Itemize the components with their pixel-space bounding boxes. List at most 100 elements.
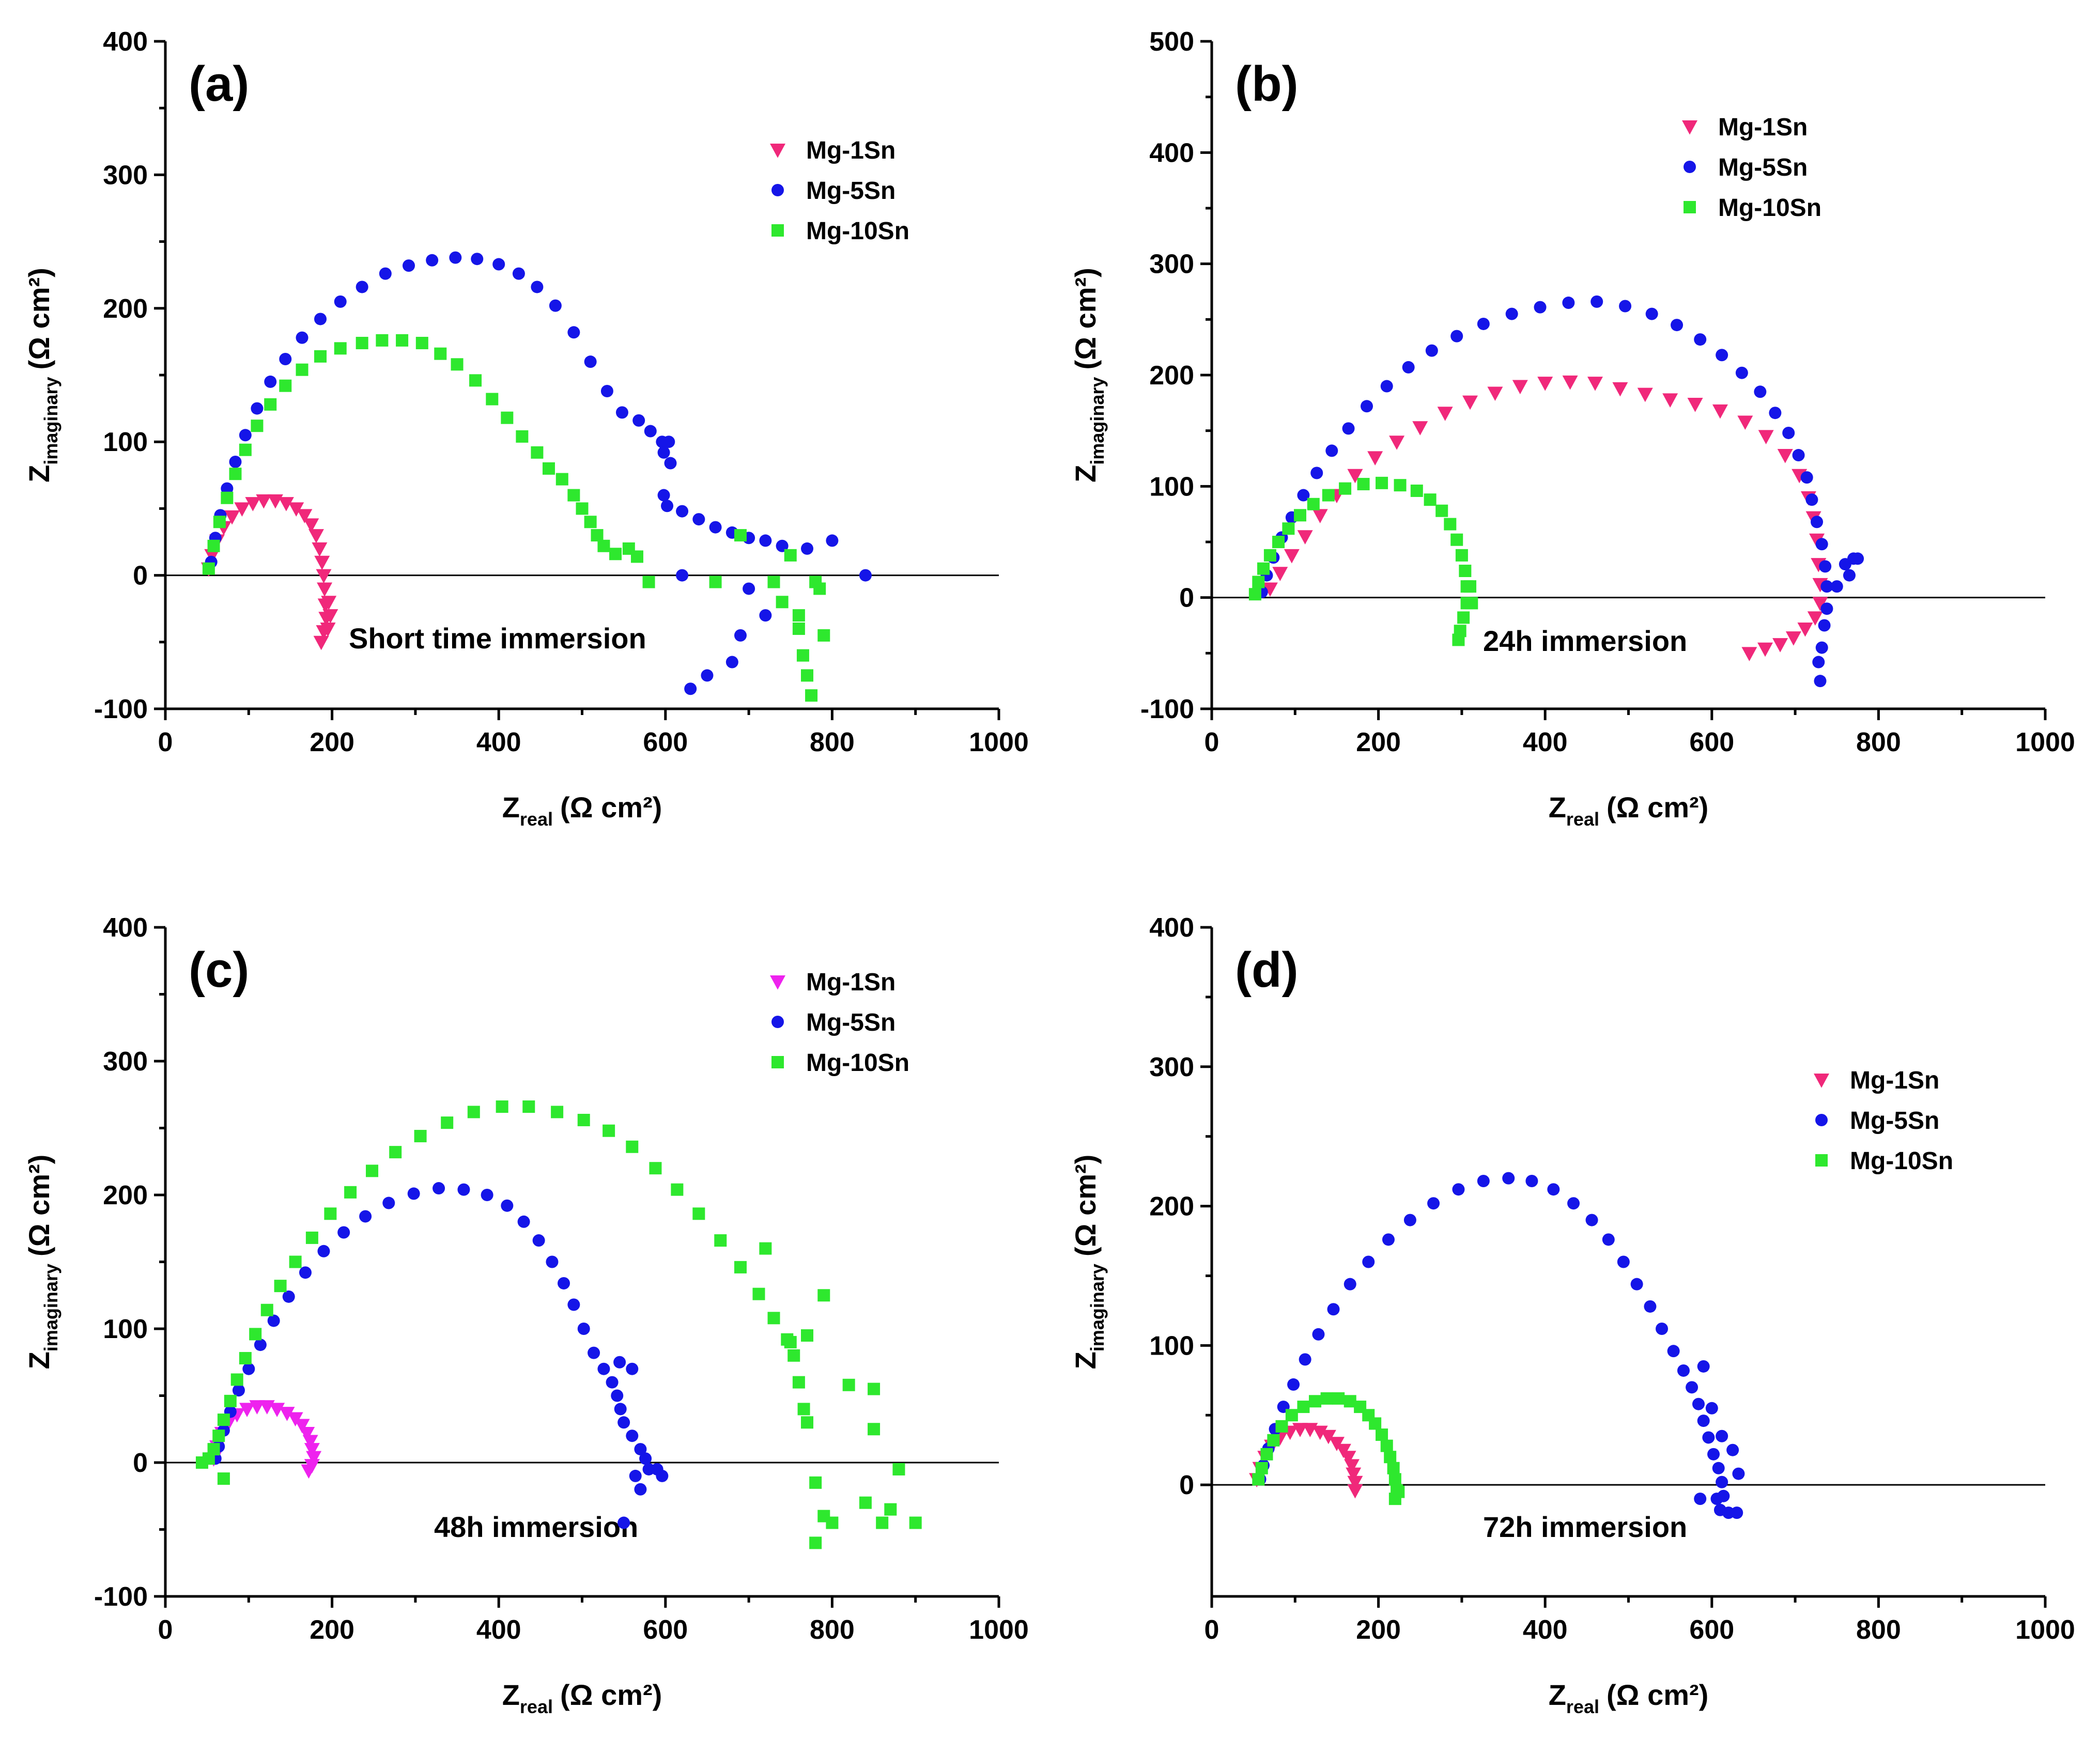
legend-marker (1684, 201, 1696, 213)
data-point (1309, 1395, 1322, 1408)
data-point (492, 258, 505, 271)
y-axis-title: Zimaginary (Ω cm²) (23, 268, 61, 483)
legend-marker (1814, 1074, 1829, 1088)
data-point (396, 334, 409, 347)
data-point (876, 1516, 889, 1529)
data-point (1263, 549, 1276, 562)
data-point (1425, 344, 1438, 357)
data-point (1505, 307, 1518, 320)
data-point (337, 1226, 350, 1239)
data-point (617, 1516, 630, 1529)
data-point (1394, 479, 1407, 492)
data-point (1630, 1278, 1643, 1291)
data-point (644, 425, 657, 438)
x-tick-label: 1000 (969, 727, 1029, 757)
data-point (1562, 297, 1575, 309)
data-point (792, 622, 805, 635)
legend-marker (771, 1016, 784, 1028)
data-point (1477, 317, 1490, 330)
x-tick-label: 1000 (2015, 1615, 2075, 1645)
data-point (792, 609, 805, 622)
data-point (1818, 619, 1831, 632)
data-point (600, 385, 613, 398)
data-point (1782, 426, 1795, 439)
data-point (1731, 1506, 1743, 1519)
data-point (1820, 580, 1833, 593)
data-point (1427, 1197, 1440, 1210)
data-point (217, 1472, 230, 1485)
data-point (1450, 533, 1463, 546)
data-point (296, 331, 308, 344)
data-point (1712, 1462, 1725, 1474)
data-point (1320, 1392, 1333, 1405)
data-point (1403, 1214, 1416, 1226)
data-point (1843, 569, 1856, 582)
data-point (606, 1376, 619, 1389)
data-point (692, 513, 705, 526)
data-point (1410, 484, 1423, 497)
x-tick-label: 200 (310, 1615, 354, 1645)
data-point (232, 1384, 245, 1397)
x-tick-label: 1000 (2015, 727, 2075, 757)
data-point (242, 1362, 255, 1375)
data-point (1284, 549, 1300, 564)
data-point (734, 629, 747, 642)
legend-marker (771, 1056, 784, 1068)
panel-c: 0 200 400 600 800 1000 -100 0 100 200 300 400 Zreal (… (23, 913, 1029, 1717)
data-point (1716, 349, 1728, 362)
data-point (308, 529, 324, 543)
data-point (302, 1435, 318, 1450)
y-axis-symbol: Z (23, 1351, 55, 1369)
data-point (239, 429, 252, 442)
series-mg-5sn (1255, 295, 1864, 688)
data-point (1735, 366, 1748, 379)
data-point (788, 1349, 800, 1362)
data-point (239, 1351, 252, 1364)
data-point (776, 596, 789, 609)
x-tick-label: 200 (310, 727, 354, 757)
data-point (1389, 436, 1405, 450)
data-point (267, 1314, 280, 1327)
data-point (1357, 478, 1370, 491)
data-point (1645, 307, 1658, 320)
x-axis-subscript: real (520, 809, 553, 830)
data-point (767, 576, 780, 588)
data-point (304, 1443, 320, 1457)
y-axis-unit: (Ω cm²) (1069, 1155, 1102, 1256)
data-point (1512, 380, 1528, 395)
data-point (567, 1298, 580, 1311)
data-point (297, 509, 313, 523)
data-point (366, 1164, 379, 1177)
data-point (649, 1162, 662, 1175)
data-point (1562, 375, 1578, 390)
y-tick-label: 200 (1149, 361, 1194, 391)
data-point (382, 1197, 395, 1209)
data-point (1547, 1183, 1560, 1196)
data-point (251, 420, 264, 432)
y-axis-subscript: imaginary (1087, 377, 1108, 465)
data-point (245, 497, 261, 511)
data-point (1362, 1255, 1375, 1268)
data-point (1525, 1175, 1538, 1188)
y-tick-label: 0 (1179, 583, 1194, 613)
data-point (709, 576, 722, 588)
data-point (414, 1130, 427, 1143)
data-point (317, 582, 333, 597)
data-point (1619, 300, 1632, 313)
x-axis-title: Zreal (Ω cm²) (1549, 1679, 1709, 1717)
data-point (469, 374, 482, 387)
data-point (306, 1451, 322, 1466)
data-point (597, 539, 610, 552)
x-tick-label: 0 (1205, 1615, 1219, 1645)
data-point (1800, 471, 1813, 484)
data-point (1297, 1401, 1310, 1413)
axis-frame (1210, 41, 2045, 710)
data-point (1587, 377, 1603, 391)
x-axis-title: Zreal (Ω cm²) (1549, 791, 1709, 830)
data-point (546, 1255, 559, 1268)
data-point (1585, 1214, 1598, 1226)
data-point (213, 516, 226, 529)
x-tick-label: 1000 (969, 1615, 1029, 1645)
data-point (1392, 1485, 1405, 1498)
data-point (1477, 1175, 1490, 1188)
